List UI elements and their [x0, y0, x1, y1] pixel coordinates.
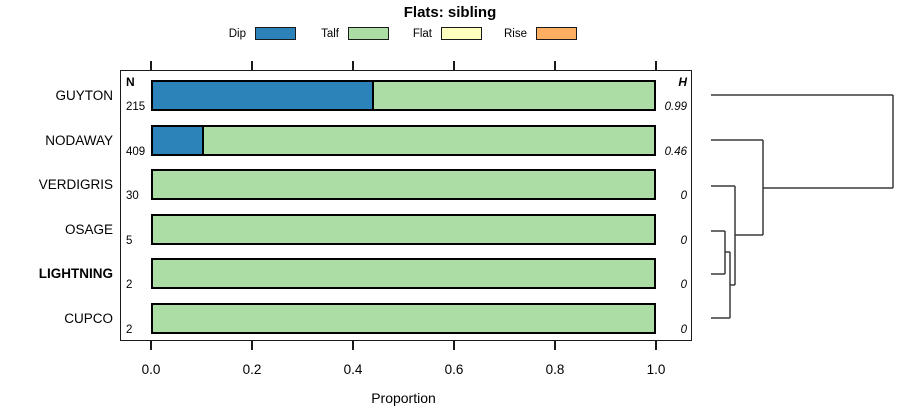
bar-row-nodaway: [151, 124, 656, 156]
legend-item-rise: Rise: [493, 27, 577, 40]
bar-segment-dip: [153, 126, 205, 154]
chart-title: Flats: sibling: [403, 4, 497, 21]
x-tick-bottom: [251, 341, 253, 350]
x-axis-title: Proportion: [371, 390, 436, 406]
x-tick-top: [150, 61, 152, 70]
x-tick-label: 0.4: [343, 362, 363, 377]
bar-row-lightning: [151, 258, 656, 290]
legend-swatch-talf: [348, 27, 389, 40]
x-tick-top: [352, 61, 354, 70]
n-value: 2: [126, 279, 133, 292]
x-tick-bottom: [150, 341, 152, 350]
h-value: 0.99: [664, 101, 687, 113]
row-label-guyton: GUYTON: [55, 88, 113, 103]
x-tick-top: [251, 61, 253, 70]
row-label-cupco: CUPCO: [64, 311, 113, 326]
legend-swatch-dip: [255, 27, 296, 40]
row-label-verdigris: VERDIGRIS: [38, 177, 113, 193]
x-tick-label: 0.0: [141, 362, 161, 377]
legend-label: Rise: [503, 27, 527, 40]
row-label-osage: OSAGE: [64, 221, 113, 237]
x-tick-top: [655, 61, 657, 70]
n-value: 215: [126, 101, 146, 113]
bar-row-guyton: [151, 80, 656, 111]
x-tick-bottom: [453, 341, 455, 350]
bar-row-cupco: [151, 303, 656, 334]
n-value: 30: [126, 190, 139, 203]
x-tick-label: 0.8: [545, 362, 565, 377]
bar-segment-dip: [153, 82, 374, 109]
row-label-lightning: LIGHTNING: [38, 266, 113, 282]
x-tick-label: 0.2: [242, 362, 262, 377]
legend-swatch-flat: [441, 27, 482, 40]
legend-label: Flat: [412, 27, 432, 40]
bar-row-verdigris: [151, 169, 656, 201]
legend-label: Dip: [228, 27, 246, 40]
h-value: 0.46: [664, 145, 687, 158]
h-value: 0: [680, 279, 687, 292]
legend-item-flat: Flat: [398, 27, 482, 40]
legend-item-talf: Talf: [305, 27, 389, 40]
plot-area-border: [120, 70, 692, 341]
n-value: 2: [126, 324, 133, 336]
row-label-nodaway: NODAWAY: [45, 132, 113, 148]
x-tick-bottom: [655, 341, 657, 350]
bar-row-osage: [151, 213, 656, 245]
h-value: 0: [680, 234, 687, 247]
n-value: 5: [126, 234, 133, 247]
legend-label: Talf: [321, 27, 339, 40]
x-tick-bottom: [352, 341, 354, 350]
x-tick-label: 0.6: [444, 362, 464, 377]
h-value: 0: [680, 190, 687, 203]
x-tick-bottom: [554, 341, 556, 350]
h-value: 0: [680, 324, 687, 336]
x-tick-top: [554, 61, 556, 70]
legend-swatch-rise: [536, 27, 577, 40]
h-column-header: H: [678, 75, 687, 89]
x-tick-top: [453, 61, 455, 70]
n-column-header: N: [126, 75, 135, 89]
legend-item-dip: Dip: [212, 27, 296, 40]
n-value: 409: [126, 145, 146, 158]
x-tick-label: 1.0: [646, 362, 666, 377]
